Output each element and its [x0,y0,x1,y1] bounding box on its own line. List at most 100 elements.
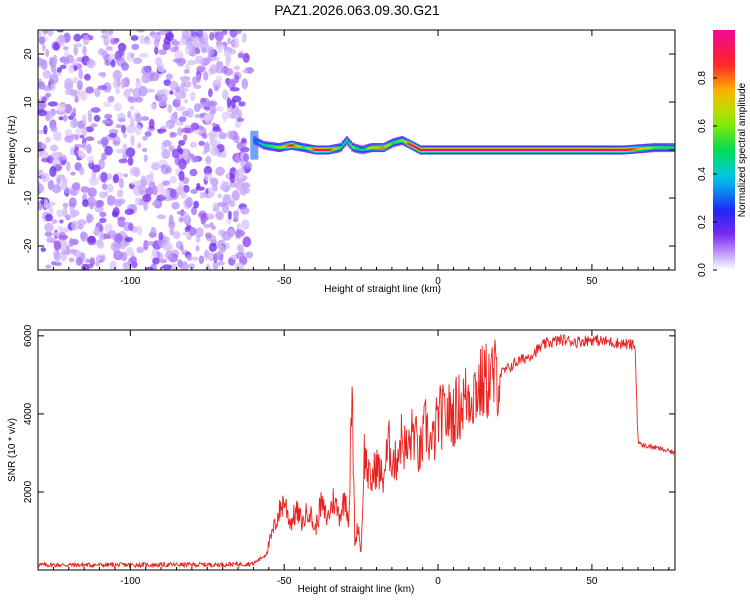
noise-blob [221,180,226,191]
ridge-segment [462,148,465,152]
noise-blob [94,87,101,98]
ridge-segment [292,144,295,147]
noise-blob [245,251,254,259]
ridge-segment [271,145,275,148]
noise-blob [118,177,124,189]
ridge-segment [567,148,570,152]
noise-blob [178,158,187,170]
noise-blob [143,154,148,163]
noise-blob [173,231,181,239]
noise-blob [235,229,242,239]
ridge-segment [377,146,380,149]
ridge-segment [478,148,482,152]
noise-blob [76,90,82,98]
noise-blob [70,171,76,176]
ridge-segment [299,145,302,149]
noise-blob [175,92,181,101]
noise-blob [204,216,209,221]
noise-blob [205,155,212,165]
noise-blob [110,38,119,45]
noise-blob [83,74,91,80]
noise-blob [141,175,146,185]
noise-blob [190,156,199,163]
ridge-segment [620,148,624,152]
ridge-segment [419,148,422,152]
noise-blob [118,158,128,164]
ridge-segment [572,148,576,152]
noise-blob [50,144,58,152]
noise-blob [76,150,84,154]
ridge-segment [401,139,404,142]
noise-blob [165,250,173,260]
noise-blob [178,170,185,182]
ridge-segment [659,146,662,149]
ridge-segment [414,146,417,149]
noise-blob [157,128,167,133]
noise-blob [201,132,208,139]
noise-blob [102,50,109,61]
noise-blob [74,95,79,103]
noise-blob [243,153,249,163]
noise-blob [41,157,51,163]
noise-blob [243,187,251,194]
ridge-segment [469,148,472,152]
noise-blob [185,196,193,208]
noise-blob [129,166,138,176]
ridge-segment [515,148,518,152]
noise-blob [42,69,52,79]
panel1-xtick-label: 0 [435,276,441,287]
noise-blob [115,87,120,95]
ridge-segment [545,148,548,152]
noise-blob [123,132,127,139]
ridge-segment [630,148,633,151]
noise-blob [203,71,209,81]
ridge-segment [439,148,443,152]
ridge-segment [279,146,282,149]
noise-blob [68,257,75,263]
colorbar-label: Normalized spectral amplitude [737,82,748,217]
panel1-xlabel: Height of straight line (km) [324,284,441,295]
noise-blob [178,148,184,155]
noise-blob [218,245,226,253]
noise-blob [85,126,94,133]
ridge-segment [321,148,325,152]
noise-blob [163,241,171,251]
noise-blob [77,80,83,91]
ridge-segment [500,148,504,152]
ridge-segment [277,146,280,149]
noise-blob [222,194,232,205]
ridge-segment [576,148,579,152]
noise-blob [203,165,213,176]
ridge-segment [652,146,655,149]
panel1-xtick-label: -50 [277,276,292,287]
noise-blob [38,36,46,45]
noise-blob [130,116,135,128]
noise-blob [72,76,79,84]
noise-blob [134,124,142,136]
noise-blob [234,74,240,84]
noise-blob [162,180,171,186]
noise-blob [215,210,224,221]
ridge-segment [495,148,498,152]
ridge-segment [537,148,541,152]
ridge-segment [452,148,456,152]
noise-blob [82,199,89,208]
ridge-segment [670,146,674,149]
ridge-segment [295,145,299,148]
ridge-segment [425,148,428,152]
noise-blob [229,174,236,184]
ridge-segment [499,148,502,152]
noise-blob [209,222,214,228]
ridge-segment [602,148,605,152]
panel1-ylabel: Frequency (Hz) [7,116,18,185]
noise-blob [53,240,61,251]
noise-blob [179,261,189,270]
ridge-segment [548,148,552,152]
colorbar: 0.0 0.2 0.4 0.6 0.8 Normalized spectral ampli… [697,30,748,277]
ridge-segment [497,148,500,152]
noise-blob [138,183,146,194]
ridge-segment [480,148,483,152]
noise-blob [54,250,61,262]
noise-blob [56,30,64,33]
panel2-ytick-label: 4000 [23,402,34,425]
